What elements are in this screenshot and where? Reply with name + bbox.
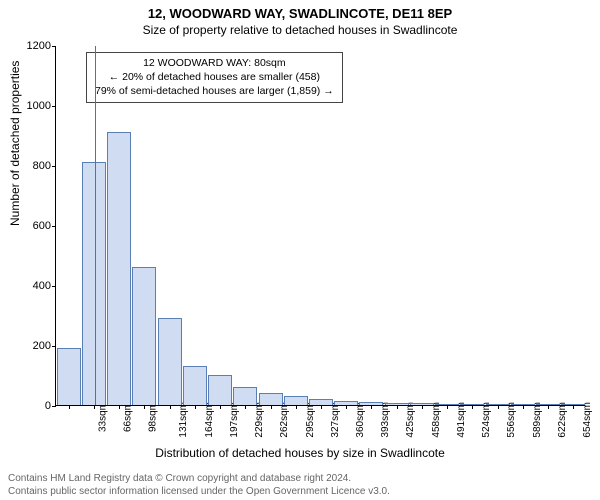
callout-line-1: 12 WOODWARD WAY: 80sqm [95, 56, 334, 70]
histogram-bar [183, 366, 207, 405]
histogram-bar [259, 393, 283, 405]
x-tick-label: 524sqm [481, 402, 492, 438]
y-tick-label: 600 [16, 220, 51, 232]
y-tick-mark [52, 226, 56, 227]
footer-attribution: Contains HM Land Registry data © Crown c… [8, 472, 592, 498]
x-tick-label: 360sqm [355, 402, 366, 438]
footer-line-1: Contains HM Land Registry data © Crown c… [8, 472, 592, 485]
x-tick-label: 66sqm [122, 402, 133, 432]
x-tick-label: 229sqm [254, 402, 265, 438]
y-tick-label: 400 [16, 280, 51, 292]
histogram-bar [158, 318, 182, 405]
x-tick-mark [548, 405, 549, 409]
y-tick-mark [52, 406, 56, 407]
x-tick-label: 458sqm [431, 402, 442, 438]
x-tick-label: 262sqm [279, 402, 290, 438]
x-tick-mark [119, 405, 120, 409]
plot-region: 12 WOODWARD WAY: 80sqm ← 20% of detached… [55, 46, 585, 406]
y-tick-label: 1200 [16, 40, 51, 52]
histogram-bar [57, 348, 81, 405]
x-tick-mark [422, 405, 423, 409]
footer-line-2: Contains public sector information licen… [8, 485, 592, 498]
x-tick-mark [94, 405, 95, 409]
y-axis-label: Number of detached properties [8, 61, 22, 226]
y-tick-label: 800 [16, 160, 51, 172]
y-tick-mark [52, 346, 56, 347]
property-marker-line [95, 46, 96, 405]
x-tick-mark [245, 405, 246, 409]
y-tick-mark [52, 286, 56, 287]
plot-area: 12 WOODWARD WAY: 80sqm ← 20% of detached… [55, 46, 585, 406]
y-tick-mark [52, 106, 56, 107]
callout-line-2: ← 20% of detached houses are smaller (45… [95, 70, 334, 84]
x-axis-label: Distribution of detached houses by size … [0, 446, 600, 460]
x-tick-mark [195, 405, 196, 409]
x-tick-mark [447, 405, 448, 409]
callout-box: 12 WOODWARD WAY: 80sqm ← 20% of detached… [86, 52, 343, 103]
x-tick-label: 131sqm [178, 402, 189, 438]
callout-line-3: 79% of semi-detached houses are larger (… [95, 84, 334, 98]
histogram-bar [132, 267, 156, 405]
x-tick-label: 295sqm [305, 402, 316, 438]
y-tick-mark [52, 166, 56, 167]
histogram-bar [107, 132, 131, 405]
histogram-bar [208, 375, 232, 405]
x-tick-mark [472, 405, 473, 409]
y-tick-label: 200 [16, 340, 51, 352]
x-tick-mark [296, 405, 297, 409]
x-tick-label: 491sqm [456, 402, 467, 438]
y-tick-mark [52, 46, 56, 47]
x-tick-label: 327sqm [330, 402, 341, 438]
y-tick-label: 1000 [16, 100, 51, 112]
x-tick-mark [523, 405, 524, 409]
x-tick-mark [69, 405, 70, 409]
histogram-bar [233, 387, 257, 405]
x-tick-mark [144, 405, 145, 409]
x-tick-mark [371, 405, 372, 409]
x-tick-label: 556sqm [507, 402, 518, 438]
x-tick-label: 393sqm [380, 402, 391, 438]
x-tick-label: 622sqm [557, 402, 568, 438]
y-tick-label: 0 [16, 400, 51, 412]
x-tick-mark [220, 405, 221, 409]
x-tick-label: 33sqm [97, 402, 108, 432]
x-tick-label: 197sqm [229, 402, 240, 438]
page-subtitle: Size of property relative to detached ho… [0, 23, 600, 37]
x-tick-label: 98sqm [148, 402, 159, 432]
x-tick-label: 654sqm [582, 402, 593, 438]
chart-container: 12, WOODWARD WAY, SWADLINCOTE, DE11 8EP … [0, 0, 600, 500]
x-tick-mark [573, 405, 574, 409]
x-tick-mark [321, 405, 322, 409]
x-tick-mark [346, 405, 347, 409]
x-tick-mark [170, 405, 171, 409]
x-tick-label: 425sqm [406, 402, 417, 438]
x-tick-mark [271, 405, 272, 409]
x-tick-label: 589sqm [532, 402, 543, 438]
x-tick-mark [397, 405, 398, 409]
page-title: 12, WOODWARD WAY, SWADLINCOTE, DE11 8EP [0, 0, 600, 21]
x-tick-mark [498, 405, 499, 409]
histogram-bar [284, 396, 308, 405]
x-tick-label: 164sqm [204, 402, 215, 438]
